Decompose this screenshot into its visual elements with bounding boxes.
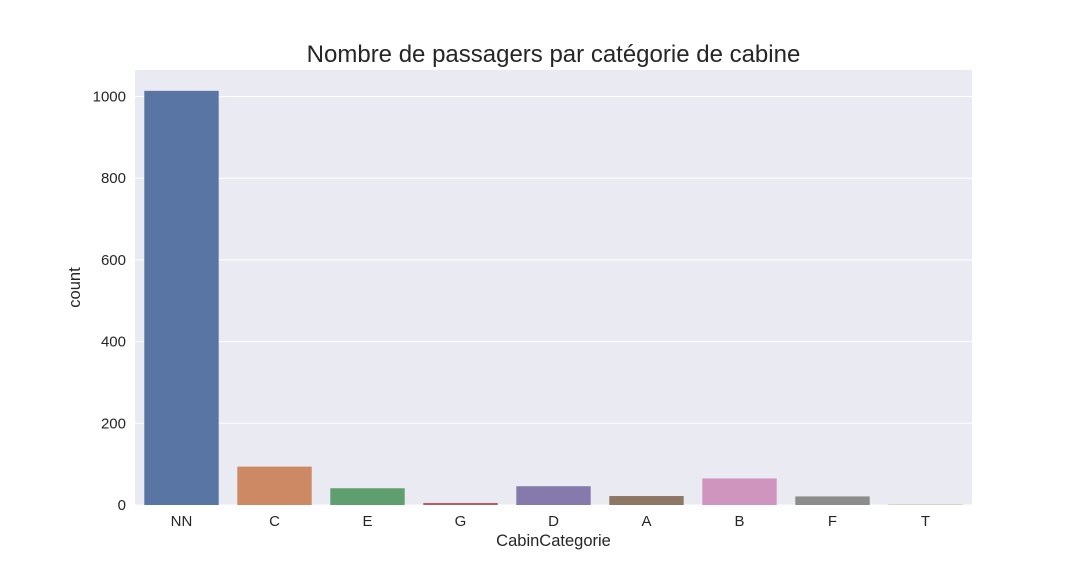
bar-NN	[144, 90, 219, 505]
y-tick-label: 1000	[93, 89, 126, 106]
x-tick-label: T	[921, 513, 930, 530]
bar-G	[423, 502, 498, 505]
y-tick-label: 800	[101, 170, 126, 187]
bar-B	[702, 478, 777, 505]
x-tick-labels: NN C E G D A B F T	[171, 513, 930, 530]
bar-C	[237, 466, 312, 505]
bars	[144, 90, 963, 505]
x-tick-label: NN	[171, 513, 193, 530]
y-tick-labels: 0 200 400 600 800 1000	[93, 89, 126, 514]
bar-E	[330, 488, 405, 505]
x-tick-label: D	[548, 513, 559, 530]
y-tick-label: 0	[118, 497, 126, 514]
x-tick-label: E	[362, 513, 372, 530]
bar-A	[609, 496, 684, 505]
bar-D	[516, 486, 591, 505]
x-axis-label: CabinCategorie	[496, 532, 611, 550]
x-tick-label: C	[269, 513, 280, 530]
y-axis-label: count	[66, 267, 84, 308]
x-tick-label: F	[828, 513, 837, 530]
bar-F	[795, 496, 870, 505]
x-tick-label: G	[455, 513, 467, 530]
y-tick-label: 200	[101, 415, 126, 432]
y-tick-label: 400	[101, 334, 126, 351]
x-tick-label: A	[641, 513, 651, 530]
chart-title: Nombre de passagers par catégorie de cab…	[307, 41, 801, 68]
x-tick-label: B	[734, 513, 744, 530]
y-tick-label: 600	[101, 252, 126, 269]
plot-area	[135, 70, 972, 505]
